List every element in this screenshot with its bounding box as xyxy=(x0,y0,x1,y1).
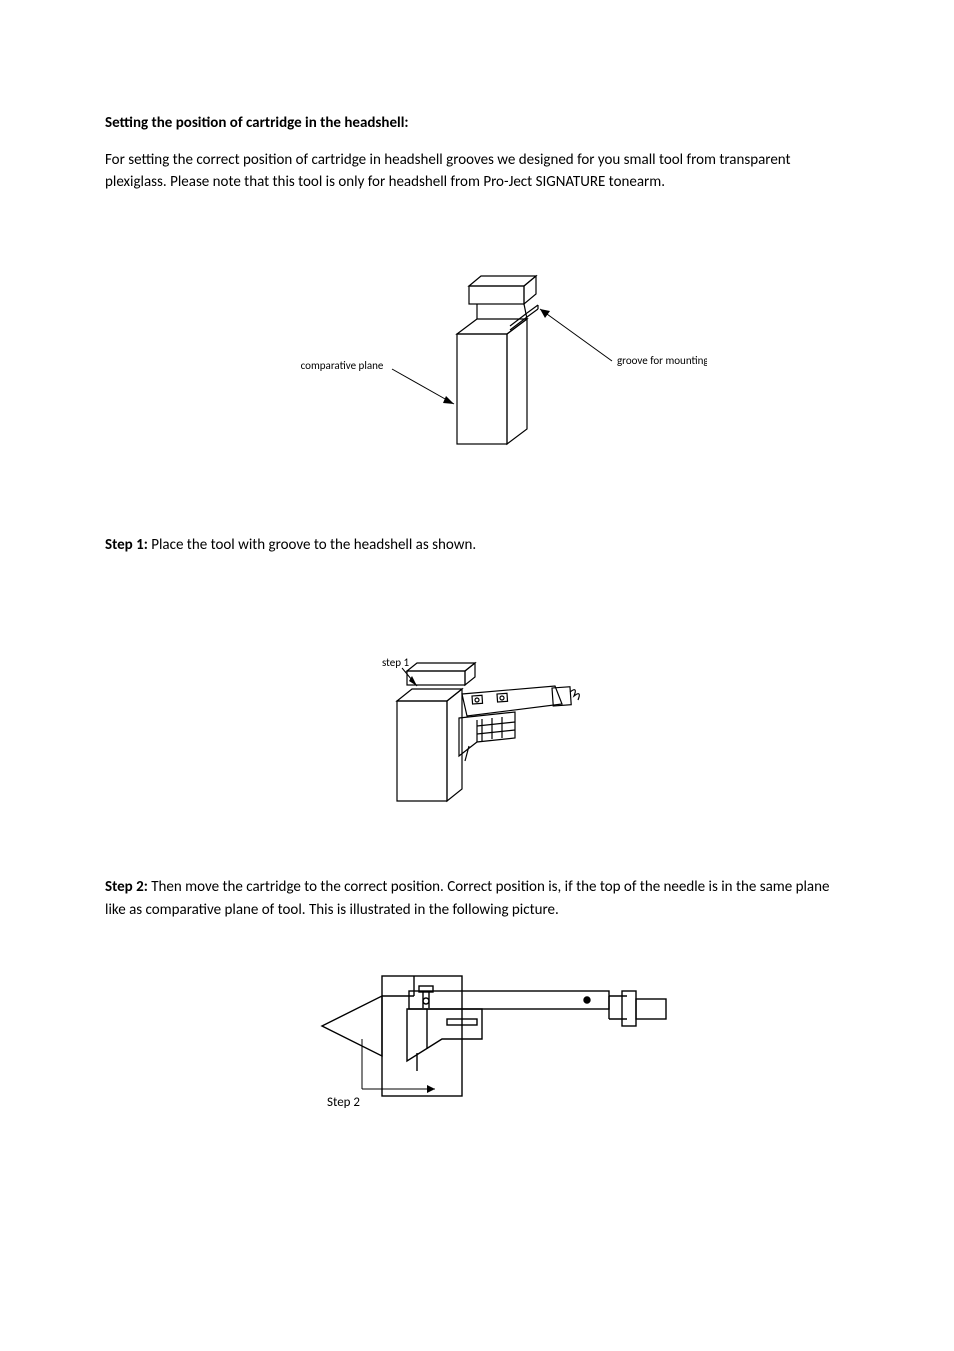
step-1-label: Step 1: xyxy=(105,536,148,554)
fig1-right-label: groove for mounting xyxy=(617,354,707,367)
fig2-caption: step 1 xyxy=(382,656,409,669)
figure-1: comparative plane groove for mounting xyxy=(105,264,849,464)
fig3-caption: Step 2 xyxy=(327,1095,360,1110)
figure-2: step 1 xyxy=(105,646,849,816)
step-2-label: Step 2: xyxy=(105,878,148,896)
step-1-paragraph: Step 1: Place the tool with groove to th… xyxy=(105,534,849,557)
step-2-text: Then move the cartridge to the correct p… xyxy=(105,878,829,919)
intro-paragraph: For setting the correct position of cart… xyxy=(105,149,849,194)
step-1-text: Place the tool with groove to the headsh… xyxy=(148,536,476,554)
fig1-left-label: comparative plane xyxy=(301,359,384,372)
figure-3: Step 2 xyxy=(105,961,849,1131)
page-title: Setting the position of cartridge in the… xyxy=(105,112,849,135)
document-page: Setting the position of cartridge in the… xyxy=(0,0,954,1351)
step-2-paragraph: Step 2: Then move the cartridge to the c… xyxy=(105,876,849,921)
